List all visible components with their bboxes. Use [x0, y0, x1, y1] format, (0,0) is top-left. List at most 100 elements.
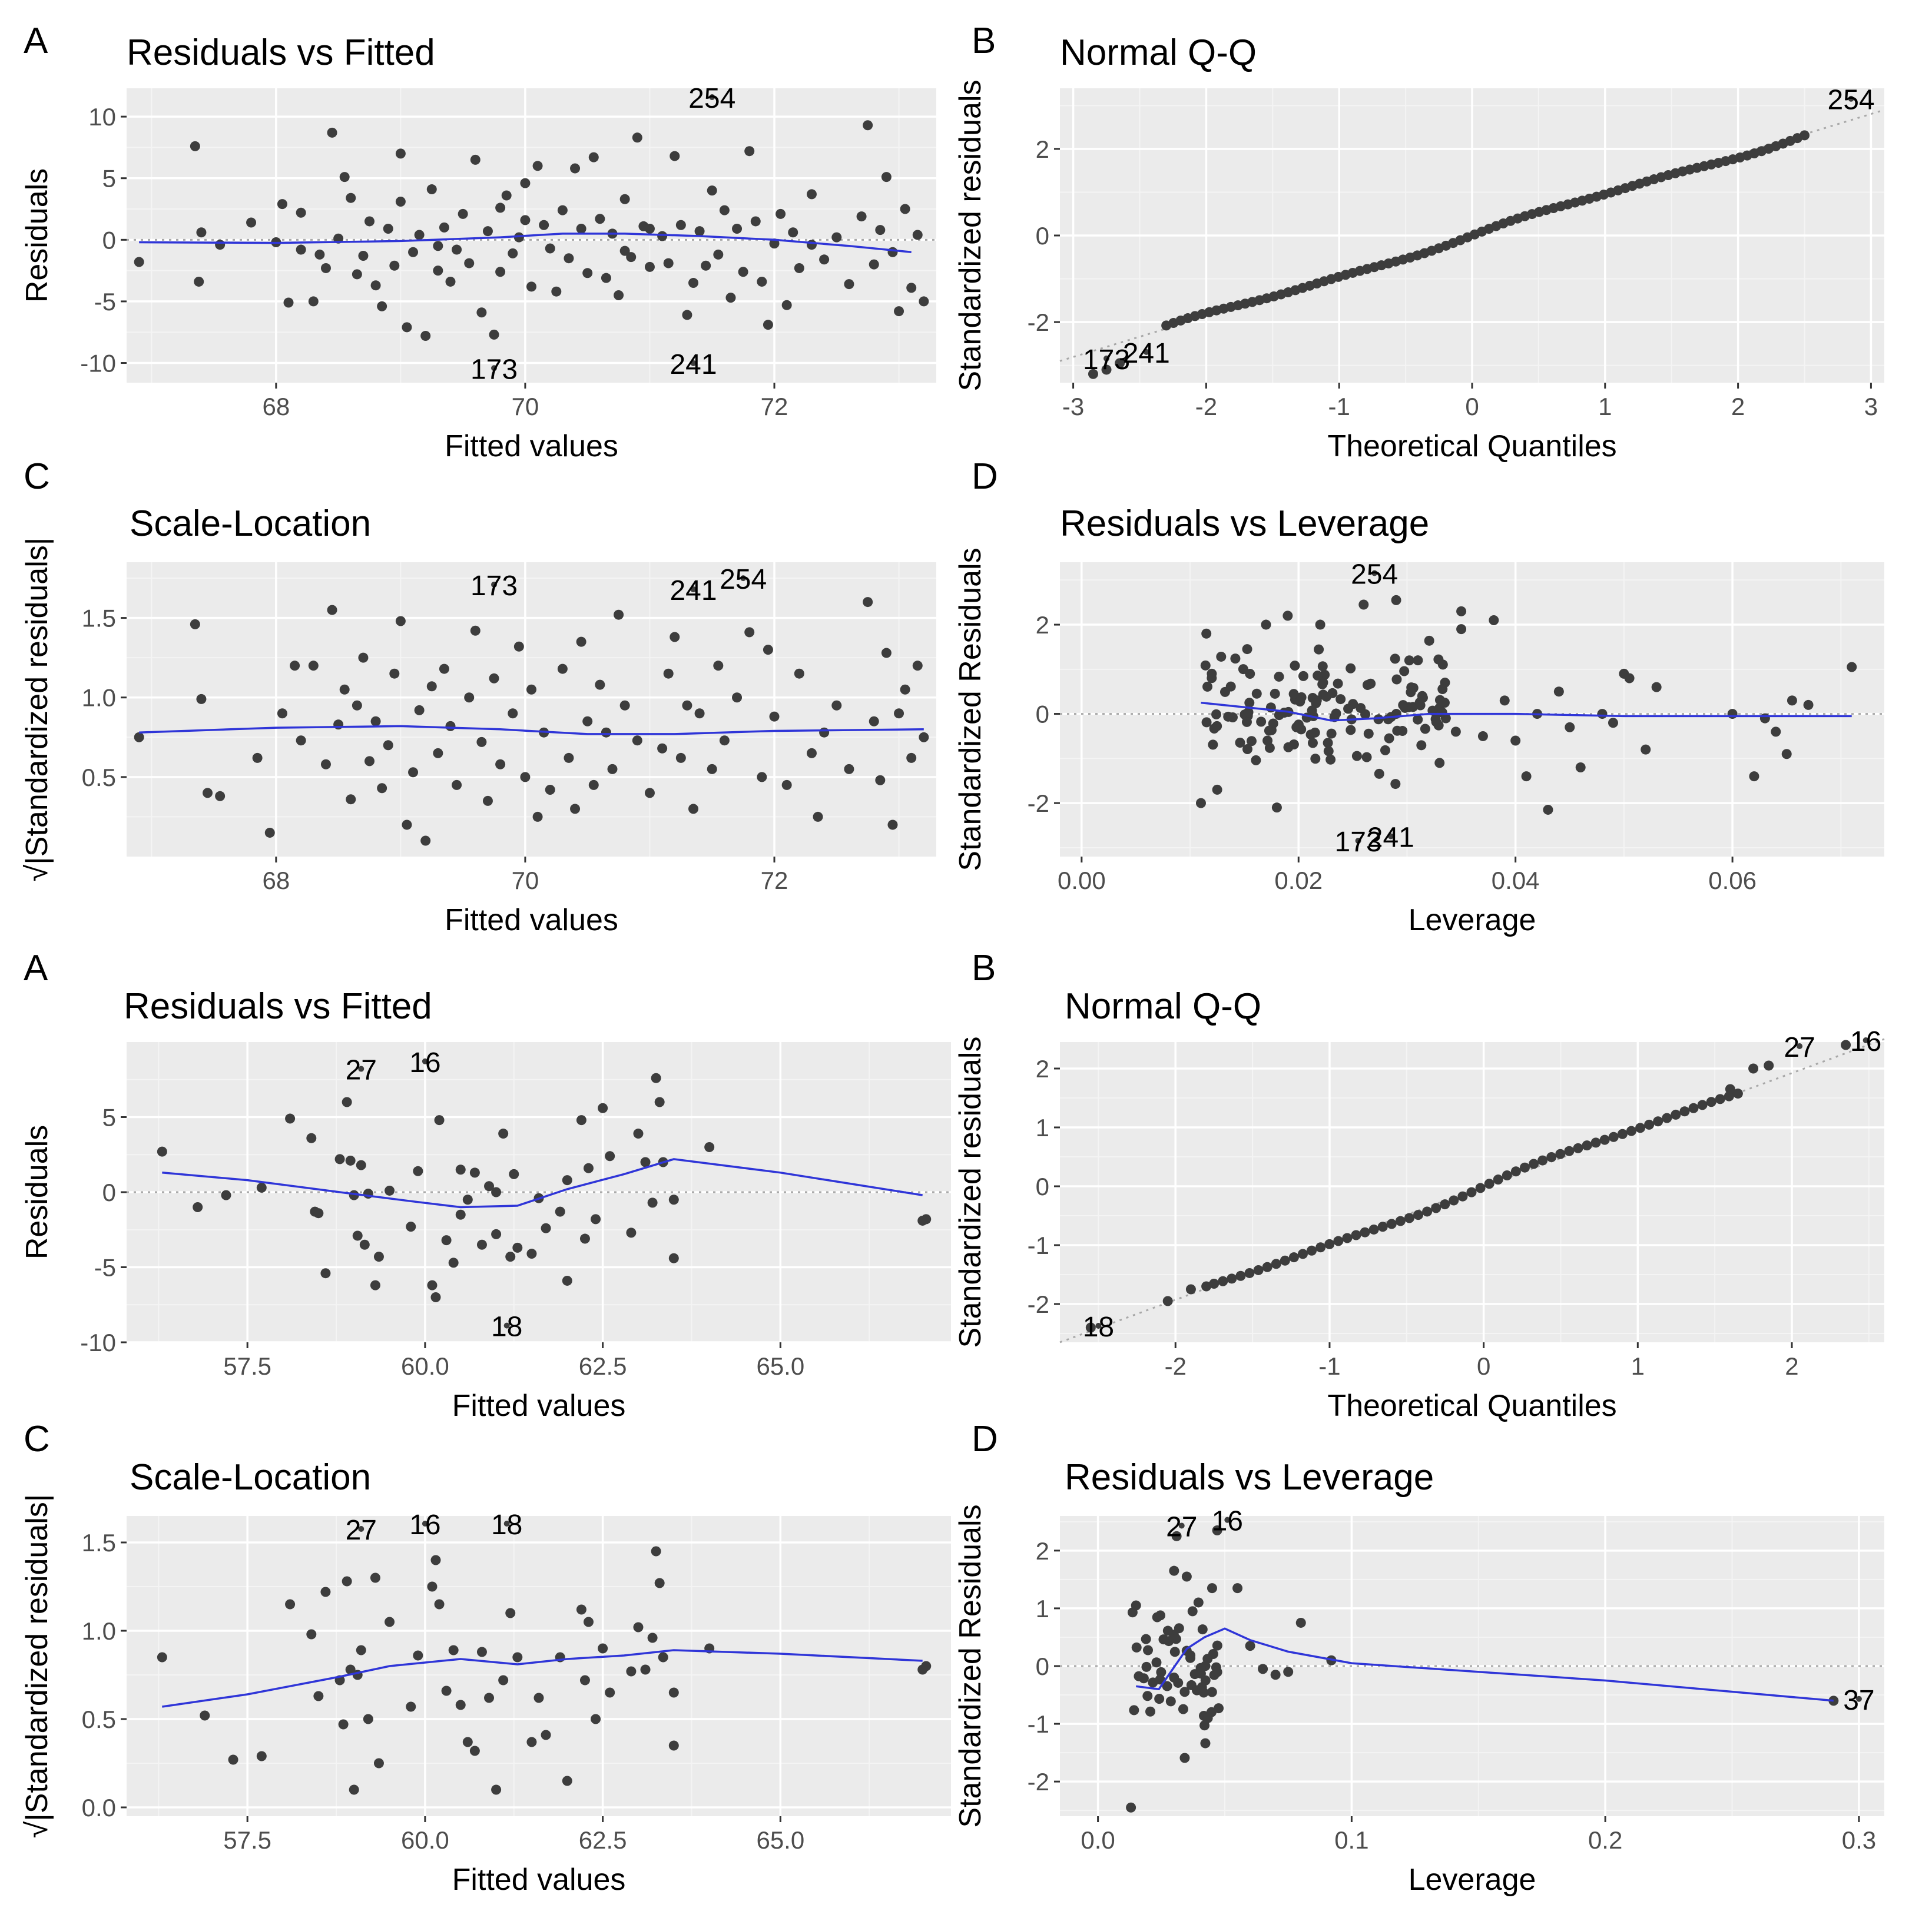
data-point — [1477, 731, 1488, 741]
data-point — [921, 1214, 932, 1225]
data-point — [1333, 1236, 1344, 1246]
data-point — [1179, 1687, 1190, 1697]
data-point — [675, 220, 686, 230]
data-point — [445, 276, 456, 287]
y-tick-label: 0.5 — [82, 1706, 116, 1733]
labeled-point — [709, 94, 715, 101]
labeled-point — [740, 575, 747, 582]
x-tick-label: 0.3 — [1842, 1826, 1876, 1854]
data-point — [875, 775, 886, 785]
point-label: 241 — [670, 575, 717, 606]
data-point — [1771, 726, 1781, 737]
data-point — [420, 835, 431, 846]
data-point — [1208, 739, 1218, 750]
data-point — [1724, 1091, 1734, 1101]
data-point — [1732, 1089, 1743, 1099]
data-point — [701, 260, 711, 271]
y-axis-label: Residuals — [20, 1125, 54, 1259]
chart-title: Residuals vs Leverage — [1065, 1457, 1434, 1498]
data-point — [1575, 762, 1586, 772]
data-point — [1195, 798, 1206, 808]
data-point — [1258, 1664, 1268, 1674]
data-point — [1270, 688, 1280, 699]
data-point — [1262, 735, 1273, 746]
data-point — [781, 300, 792, 310]
chart-bottom-C: C Scale-Location 57.5 60.0 62.5 65.0 0.0 0.5 1.0… — [20, 1419, 951, 1897]
y-tick-label: 2 — [1036, 1537, 1049, 1565]
data-point — [1433, 654, 1444, 665]
data-point — [402, 820, 412, 830]
data-point — [704, 1142, 715, 1152]
data-point — [763, 320, 773, 330]
data-point — [505, 1608, 516, 1618]
data-point — [1212, 1525, 1222, 1536]
data-point — [1390, 653, 1400, 664]
labeled-point — [1863, 1037, 1869, 1043]
y-axis-label: √|Standardized residuals| — [20, 538, 54, 882]
data-point — [228, 1754, 238, 1765]
data-point — [912, 661, 923, 671]
data-point — [1158, 1634, 1169, 1645]
data-point — [352, 700, 362, 711]
data-point — [707, 185, 717, 196]
data-point — [420, 331, 431, 341]
point-label: 27 — [1784, 1032, 1815, 1063]
panel-letter: A — [24, 21, 48, 61]
data-point — [1244, 698, 1255, 708]
data-point — [314, 249, 325, 260]
panel-letter: D — [972, 456, 998, 497]
data-point — [489, 329, 499, 340]
data-point — [455, 1209, 466, 1220]
data-point — [408, 767, 419, 778]
data-point — [313, 1208, 324, 1219]
data-point — [1404, 655, 1414, 666]
y-tick-label: 0 — [102, 1179, 116, 1206]
data-point — [576, 636, 586, 647]
data-point — [1126, 1802, 1136, 1813]
data-point — [1200, 660, 1211, 671]
data-point — [1178, 1704, 1188, 1714]
x-tick-label: 68 — [262, 867, 290, 894]
data-point — [439, 222, 449, 233]
data-point — [1262, 1262, 1272, 1272]
data-point — [1232, 1583, 1243, 1594]
data-point — [1235, 1270, 1246, 1281]
data-point — [806, 189, 817, 200]
data-point — [285, 1599, 296, 1610]
data-point — [1181, 1571, 1192, 1582]
y-tick-label: 1.0 — [82, 684, 116, 712]
data-point — [383, 740, 393, 751]
point-label: 16 — [409, 1047, 440, 1079]
data-point — [607, 764, 618, 774]
data-point — [215, 791, 226, 801]
data-point — [505, 1252, 516, 1262]
data-point — [193, 1202, 203, 1212]
data-point — [1201, 717, 1212, 728]
data-point — [1456, 624, 1467, 635]
data-point — [246, 217, 257, 228]
data-point — [732, 692, 743, 703]
data-point — [491, 1229, 502, 1239]
data-point — [1218, 1276, 1228, 1286]
data-point — [1424, 635, 1434, 646]
chart-title: Residuals vs Fitted — [127, 32, 435, 73]
data-point — [370, 1572, 380, 1583]
data-point — [921, 1661, 932, 1671]
data-point — [1450, 726, 1461, 737]
data-point — [1555, 1149, 1566, 1159]
data-point — [532, 161, 543, 171]
y-tick-label: 0 — [1036, 1173, 1049, 1200]
data-point — [598, 1643, 608, 1654]
chart-title: Scale-Location — [130, 503, 371, 544]
data-point — [1193, 1597, 1204, 1608]
data-point — [738, 267, 748, 277]
data-point — [1439, 698, 1450, 708]
data-point — [640, 1157, 651, 1167]
data-point — [1288, 739, 1299, 750]
data-point — [1200, 1738, 1211, 1749]
y-tick-label: -1 — [1028, 1710, 1049, 1738]
y-tick-label: 0 — [1036, 1653, 1049, 1680]
chart-title: Residuals vs Fitted — [124, 986, 432, 1027]
y-tick-label: -10 — [80, 1329, 116, 1356]
data-point — [476, 1647, 487, 1657]
